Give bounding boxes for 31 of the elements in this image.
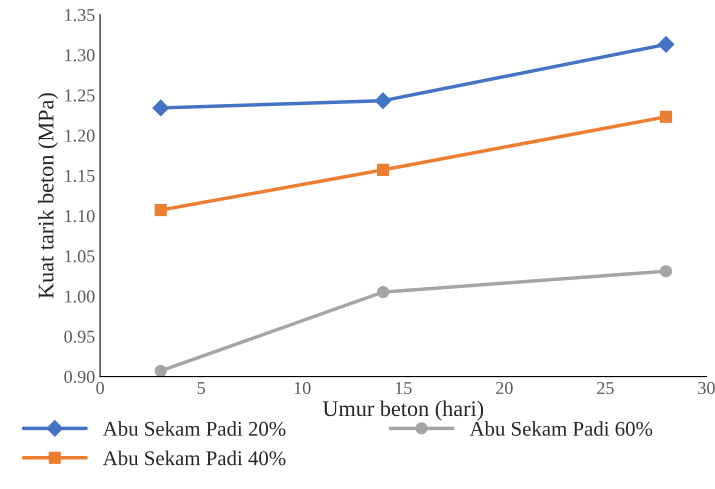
y-tick-label: 1.20 <box>65 130 95 142</box>
y-tick-label: 1.30 <box>65 49 95 62</box>
x-tick-label: 25 <box>597 382 614 394</box>
point <box>376 164 390 176</box>
x-tick-label: 5 <box>198 382 205 394</box>
legend-label: Abu Sekam Padi 40% <box>102 450 286 466</box>
y-tick-label: 1.00 <box>65 290 95 303</box>
y-axis-title: Kuat tarik beton (MPa) <box>38 93 58 298</box>
point <box>154 204 167 216</box>
y-tick-label: 1.25 <box>65 89 95 102</box>
x-tick-label: 0 <box>96 382 104 394</box>
point <box>376 286 390 298</box>
y-tick-label: 0.95 <box>64 330 95 343</box>
y-tick-label: 0.90 <box>64 370 95 384</box>
point <box>374 92 392 110</box>
point <box>152 100 170 116</box>
x-tick-label: 10 <box>294 382 311 394</box>
y-tick-label: 1.15 <box>65 170 95 182</box>
legend-label: Abu Sekam Padi 20% <box>102 421 286 436</box>
y-tick-label: 1.10 <box>65 210 95 222</box>
point <box>658 36 674 53</box>
x-tick-label: 15 <box>396 382 412 394</box>
x-tick-label: 20 <box>496 382 513 394</box>
point <box>660 110 672 123</box>
y-tick-label: 1.05 <box>65 250 95 262</box>
point <box>660 265 672 278</box>
y-tick-label: 1.35 <box>65 8 95 22</box>
point <box>154 364 167 377</box>
legend-label: Abu Sekam Padi 60% <box>470 421 652 436</box>
x-axis-title: Umur beton (hari) <box>322 400 484 421</box>
x-tick-label: 30 <box>698 382 715 394</box>
